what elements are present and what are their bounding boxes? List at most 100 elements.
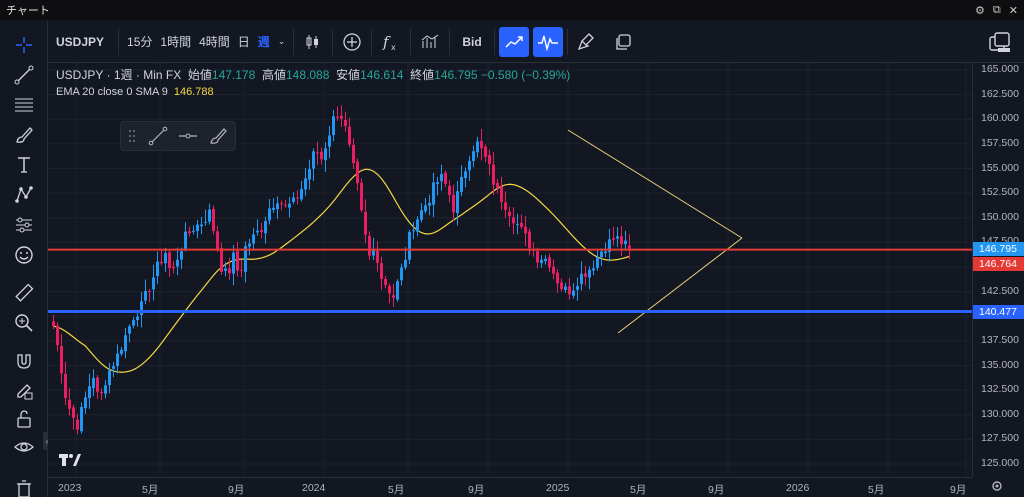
crosshair-tool[interactable] (9, 31, 39, 59)
candle-body (224, 268, 227, 271)
fib-tool[interactable] (9, 91, 39, 119)
close-icon[interactable]: ✕ (1008, 4, 1018, 17)
interval-15m[interactable]: 15分 (127, 35, 153, 49)
text-tool[interactable] (9, 151, 39, 179)
candle-body (56, 325, 59, 346)
chart-settings-gear-icon[interactable] (990, 479, 1004, 496)
window-controls: ⚙ ⧉ ✕ (975, 4, 1018, 17)
candle-body (228, 268, 231, 274)
time-tick-label: 9月 (228, 484, 245, 496)
prediction-tool[interactable] (9, 211, 39, 239)
candle-body (112, 366, 115, 369)
lock-icon (17, 410, 31, 428)
candle-body (368, 235, 371, 256)
candle-body (540, 259, 543, 264)
left-drawing-toolbar (0, 21, 48, 497)
magnet-tool[interactable] (9, 347, 39, 375)
clear-drawings-button[interactable] (572, 27, 602, 57)
candle-body (580, 273, 583, 285)
interval-1d[interactable]: 日 (237, 35, 250, 49)
pattern-tool[interactable] (9, 181, 39, 209)
templates-button[interactable] (415, 27, 445, 57)
trendline-tool[interactable] (9, 61, 39, 89)
copy-chart-button[interactable] (608, 27, 638, 57)
brush-tool[interactable] (9, 121, 39, 149)
brush-icon (16, 127, 33, 143)
price-tick-label: 130.000 (981, 407, 1019, 420)
emoji-tool[interactable] (9, 241, 39, 269)
drag-handle-icon[interactable] (121, 122, 143, 150)
candle-body (100, 391, 103, 394)
candle-body (204, 221, 207, 223)
lock-draw-tool[interactable] (9, 377, 39, 405)
floating-drawing-toolbar (120, 121, 236, 151)
candle-body (136, 316, 139, 321)
indicator-legend[interactable]: EMA 20 close 0 SMA 9 146.788 (56, 86, 214, 98)
legend-interval: 1週 (113, 68, 133, 82)
settings-icon[interactable]: ⚙ (975, 4, 985, 17)
candle-body (312, 151, 315, 169)
candle-body (264, 221, 267, 234)
legend-symbol[interactable]: USDJPY (56, 68, 104, 82)
horizontal-line-icon (179, 133, 197, 139)
legend-source: Min FX (143, 68, 182, 82)
indicator-value: 146.788 (173, 86, 214, 98)
add-compare-button[interactable] (337, 27, 367, 57)
candle-body (408, 232, 411, 260)
float-hline-button[interactable] (173, 122, 203, 150)
close-label: 終値 (410, 68, 435, 82)
trend-mode-button[interactable] (498, 26, 529, 57)
interval-1w[interactable]: 週 (257, 35, 270, 49)
price-axis[interactable]: 165.000 162.500 160.000 157.500 155.000 152.5… (972, 63, 1024, 477)
candle-body (248, 243, 251, 247)
toolbar-divider (493, 28, 495, 55)
symbol-button[interactable]: USDJPY (56, 34, 105, 49)
tradingview-logo[interactable] (58, 450, 82, 470)
window-title: チャート (6, 5, 50, 17)
candle-body (384, 278, 387, 286)
change-value: −0.580 (−0.39%) (480, 68, 571, 82)
time-tick-label: 5月 (630, 484, 647, 496)
candle-body (488, 154, 491, 165)
popout-icon[interactable]: ⧉ (992, 3, 1001, 16)
candle-body (232, 252, 235, 274)
broom-icon (577, 32, 594, 50)
time-tick-label: 5月 (388, 484, 405, 496)
candle-body (72, 407, 75, 418)
zoom-tool[interactable] (9, 309, 39, 337)
crosshair-icon (16, 37, 32, 53)
time-axis[interactable]: 2023 5月 9月 2024 5月 9月 2025 5月 9月 2026 5月 9月 (48, 477, 972, 497)
candle-body (420, 210, 423, 220)
float-brush-button[interactable] (203, 122, 233, 150)
layout-corner (976, 21, 1024, 63)
visibility-tool[interactable] (9, 433, 39, 461)
price-tick-label: 157.500 (981, 136, 1019, 149)
float-trendline-button[interactable] (143, 122, 173, 150)
layout-windows-icon[interactable] (988, 31, 1012, 53)
price-tick-label: 125.000 (981, 457, 1019, 469)
interval-4h[interactable]: 4時間 (199, 35, 230, 49)
collapse-toolbar-chevron-icon[interactable]: ‹ (43, 432, 51, 450)
time-tick-label: 9月 (708, 484, 725, 496)
candle-body (536, 251, 539, 263)
candle-type-button[interactable] (298, 27, 328, 57)
delete-tool[interactable] (9, 475, 39, 497)
bid-button[interactable]: Bid (462, 34, 482, 49)
interval-dropdown-chevron-icon[interactable]: ⌄ (277, 36, 286, 46)
candle-body (316, 152, 319, 154)
candle-body (440, 173, 443, 182)
candle-body (344, 119, 347, 126)
candle-body (352, 144, 355, 163)
trendline-icon (14, 65, 34, 85)
time-tick-label: 2026 (786, 482, 810, 494)
price-tick-label: 160.000 (981, 112, 1019, 125)
candle-body (128, 326, 131, 334)
interval-1h[interactable]: 1時間 (160, 35, 192, 49)
candle-body (616, 236, 619, 239)
candle-body (592, 268, 595, 271)
ruler-tool[interactable] (9, 279, 39, 307)
svg-text:f: f (382, 33, 391, 51)
wave-mode-button[interactable] (532, 26, 563, 57)
lock-all-tool[interactable] (9, 405, 39, 433)
